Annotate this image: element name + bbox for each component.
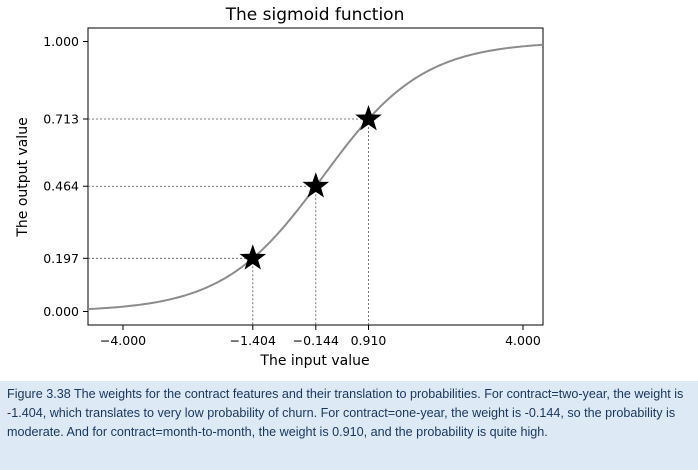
figure-caption-box: Figure 3.38 The weights for the contract… (0, 381, 698, 470)
y-tick-label: 0.464 (43, 179, 79, 194)
x-tick-label: 0.910 (351, 333, 387, 348)
x-tick-label: −4.000 (100, 333, 146, 348)
star-marker (239, 244, 267, 270)
x-tick-label: −1.404 (230, 333, 276, 348)
x-axis-label: The input value (259, 353, 369, 369)
plot-area (87, 27, 544, 326)
y-tick-label: 1.000 (43, 34, 79, 49)
chart-title: The sigmoid function (225, 5, 405, 25)
x-tick-label: 4.000 (505, 333, 541, 348)
figure-caption: Figure 3.38 The weights for the contract… (7, 387, 684, 439)
y-axis-label: The output value (15, 117, 31, 237)
star-marker (355, 104, 382, 131)
x-tick-label: −0.144 (293, 333, 339, 348)
y-tick-label: 0.000 (43, 304, 79, 319)
y-tick-label: 0.713 (43, 111, 79, 126)
star-marker (302, 172, 330, 198)
axis-ticks: −4.000 −1.404 −0.144 0.910 4.000 0.000 0.197 0.… (43, 34, 541, 348)
y-tick-label: 0.197 (43, 251, 79, 266)
sigmoid-chart: The sigmoid function −4.000 −1.404 −0.144 0… (15, 5, 544, 369)
